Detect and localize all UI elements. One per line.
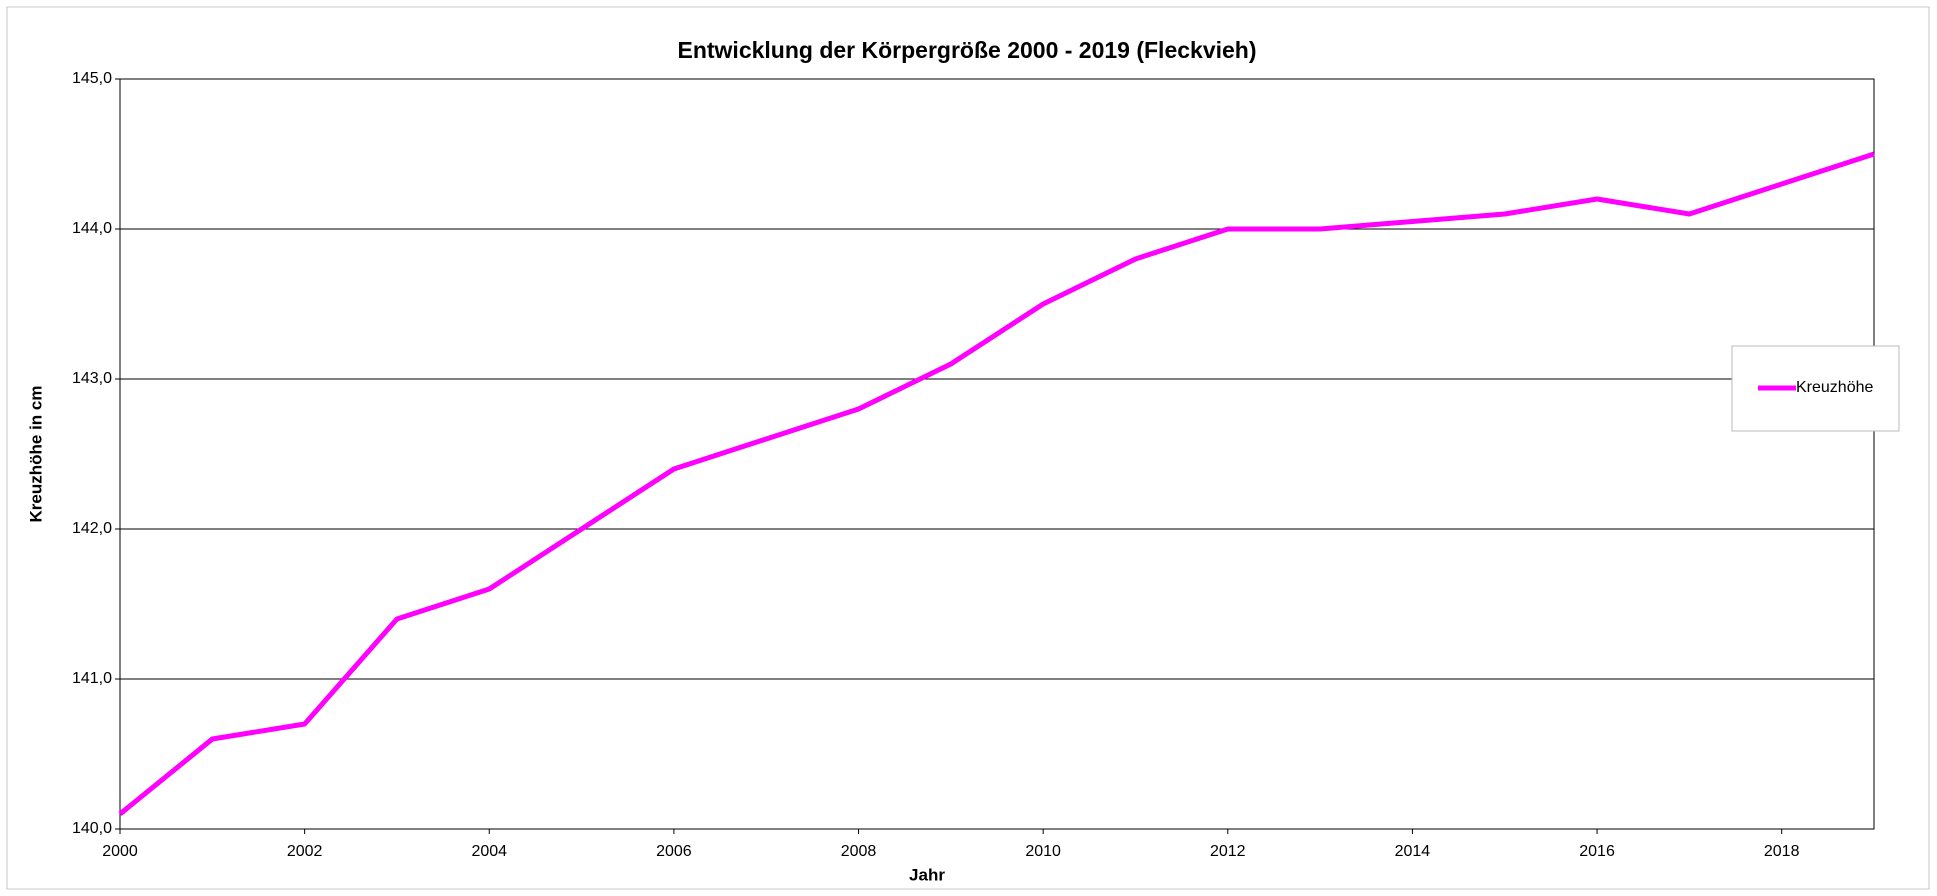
data-line — [118, 151, 1875, 816]
y-tick-label: 141,0 — [72, 670, 112, 687]
x-tick-label: 2000 — [102, 843, 138, 860]
x-axis-label: Jahr — [909, 865, 945, 884]
plot-area — [119, 78, 1875, 830]
y-tick-label: 143,0 — [72, 370, 112, 387]
chart-border — [6, 6, 1930, 890]
x-tick-label: 2012 — [1210, 843, 1246, 860]
x-tick-label: 2016 — [1579, 843, 1615, 860]
y-axis-label: Kreuzhöhe in cm — [26, 386, 45, 523]
y-tick-label: 145,0 — [72, 70, 112, 87]
x-tick-label: 2018 — [1764, 843, 1800, 860]
x-tick-label: 2006 — [656, 843, 692, 860]
x-tick-label: 2010 — [1025, 843, 1061, 860]
y-tick-label: 142,0 — [72, 520, 112, 537]
x-tick-label: 2004 — [471, 843, 507, 860]
y-tick-label: 144,0 — [72, 220, 112, 237]
x-tick-label: 2008 — [841, 843, 877, 860]
x-tick-label: 2002 — [287, 843, 323, 860]
legend-label: Kreuzhöhe — [1796, 379, 1873, 396]
chart-title: Entwicklung der Körpergröße 2000 - 2019 … — [677, 37, 1256, 63]
y-tick-label: 140,0 — [72, 820, 112, 837]
x-tick-label: 2014 — [1395, 843, 1431, 860]
